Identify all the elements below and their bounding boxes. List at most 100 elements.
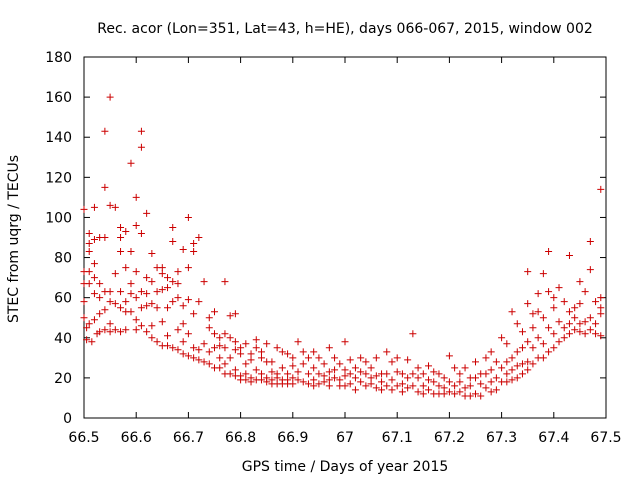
data-point-plus	[117, 223, 125, 231]
data-point-plus	[88, 338, 96, 346]
data-point-plus	[211, 330, 218, 338]
data-point-plus	[216, 364, 224, 372]
data-point-plus	[263, 340, 271, 348]
y-axis-ticks: 0 20 40 60 80 100 120 140 160 180	[45, 50, 606, 427]
data-point-plus	[252, 344, 260, 352]
data-point-plus	[565, 330, 573, 338]
data-point-plus	[137, 288, 145, 296]
data-point-plus	[90, 274, 98, 282]
data-point-plus	[550, 304, 558, 312]
data-point-plus	[284, 370, 292, 378]
data-point-plus	[226, 354, 234, 362]
data-point-plus	[158, 318, 166, 326]
data-point-plus	[576, 320, 584, 328]
data-point-plus	[106, 201, 114, 209]
data-point-plus	[362, 358, 370, 366]
data-point-plus	[164, 274, 172, 282]
data-point-plus	[414, 388, 422, 396]
data-point-plus	[560, 324, 568, 332]
data-point-plus	[257, 370, 265, 378]
data-point-plus	[393, 354, 401, 362]
data-point-plus	[190, 240, 198, 248]
data-point-plus	[164, 284, 172, 292]
data-point-plus	[247, 378, 255, 386]
data-point-plus	[231, 338, 239, 346]
x-tick-label: 67.3	[486, 430, 517, 446]
data-point-plus	[174, 294, 182, 302]
data-point-plus	[586, 314, 594, 322]
data-point-plus	[513, 348, 521, 356]
x-tick-label: 67.4	[538, 430, 569, 446]
data-point-plus	[80, 205, 88, 213]
data-point-plus	[550, 330, 558, 338]
data-point-plus	[440, 390, 448, 398]
x-tick-label: 66.8	[225, 430, 256, 446]
data-point-plus	[529, 344, 537, 352]
data-point-plus	[184, 264, 192, 272]
data-point-plus	[487, 378, 495, 386]
data-point-plus	[247, 356, 255, 364]
data-point-plus	[378, 386, 386, 394]
data-point-plus	[362, 382, 370, 390]
y-tick-label: 20	[54, 371, 72, 387]
data-point-plus	[132, 326, 140, 334]
data-point-plus	[127, 308, 135, 316]
data-point-plus	[122, 326, 130, 334]
data-point-plus	[226, 312, 234, 320]
data-point-plus	[592, 320, 600, 328]
data-point-plus	[550, 344, 558, 352]
data-point-plus	[169, 298, 177, 306]
data-point-plus	[498, 334, 506, 342]
data-point-plus	[169, 344, 177, 352]
y-tick-label: 60	[54, 291, 72, 307]
data-point-plus	[524, 338, 532, 346]
data-point-plus	[597, 185, 605, 193]
data-point-plus	[581, 330, 589, 338]
data-point-plus	[117, 248, 125, 256]
data-point-plus	[242, 376, 250, 384]
data-point-plus	[336, 360, 344, 368]
data-point-plus	[221, 344, 229, 352]
data-point-plus	[341, 382, 349, 390]
y-tick-label: 120	[45, 170, 72, 186]
x-tick-label: 67.5	[590, 430, 621, 446]
data-point-plus	[325, 376, 333, 384]
data-point-plus	[482, 354, 490, 362]
data-point-plus	[320, 378, 328, 386]
data-point-plus	[106, 298, 114, 306]
data-point-plus	[414, 374, 422, 382]
data-point-plus	[419, 370, 427, 378]
data-point-plus	[315, 380, 323, 388]
data-point-plus	[503, 370, 511, 378]
data-point-plus	[137, 143, 145, 151]
data-point-plus	[555, 284, 563, 292]
data-point-plus	[216, 342, 224, 350]
x-tick-label: 66.6	[121, 430, 152, 446]
data-point-plus	[184, 296, 192, 304]
data-point-plus	[101, 326, 109, 334]
data-point-plus	[231, 366, 239, 374]
data-point-plus	[153, 288, 161, 296]
data-point-plus	[289, 362, 297, 370]
data-point-plus	[153, 338, 161, 346]
data-point-plus	[435, 382, 443, 390]
data-point-plus	[216, 334, 224, 342]
data-point-plus	[310, 382, 318, 390]
data-point-plus	[398, 380, 406, 388]
data-point-plus	[383, 382, 391, 390]
data-point-plus	[581, 288, 589, 296]
data-point-plus	[383, 348, 391, 356]
data-point-plus	[90, 260, 98, 268]
data-point-plus	[367, 380, 375, 388]
data-point-plus	[331, 354, 339, 362]
data-point-plus	[122, 298, 130, 306]
data-point-plus	[581, 318, 589, 326]
data-point-plus	[367, 374, 375, 382]
data-point-plus	[529, 360, 537, 368]
data-point-plus	[430, 368, 438, 376]
data-point-plus	[158, 286, 166, 294]
data-point-plus	[247, 350, 255, 358]
data-point-plus	[143, 274, 151, 282]
data-point-plus	[143, 209, 151, 217]
data-point-plus	[304, 370, 312, 378]
